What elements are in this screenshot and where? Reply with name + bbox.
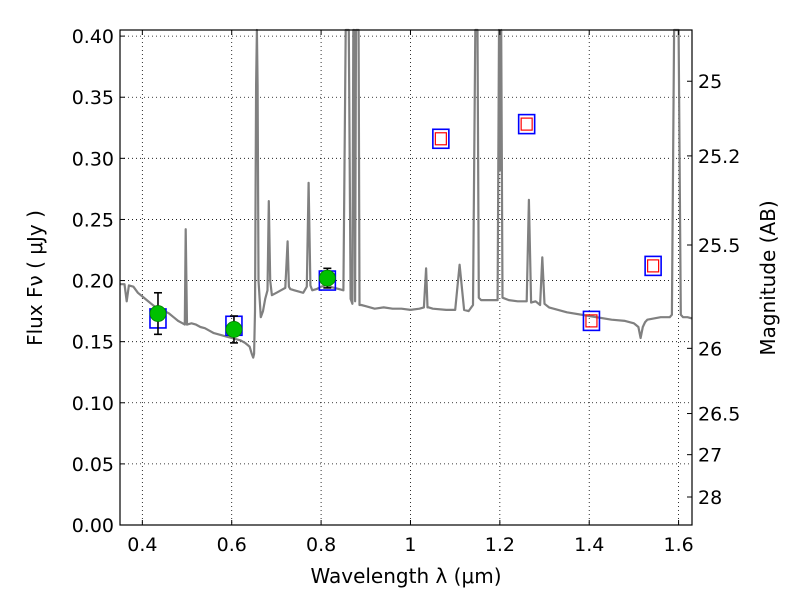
x-tick-label: 0.8 xyxy=(306,534,336,556)
y-tick-label: 0.05 xyxy=(72,454,114,476)
y-tick-label: 0.00 xyxy=(72,515,114,537)
observed-flux-point xyxy=(149,305,167,322)
y-tick-label: 0.20 xyxy=(72,271,114,293)
plot-frame xyxy=(119,29,693,526)
y2-tick-label: 25.2 xyxy=(698,146,740,168)
predicted-flux-marker xyxy=(585,314,598,328)
model-photometry-marker xyxy=(644,255,662,277)
ticks-layer: 0.4 0.6 0.8 1 1.2 1.4 1.6 0.00 0.05 0.10 0.15 0.20 0… xyxy=(72,26,741,556)
y2-tick-label: 26 xyxy=(698,338,722,360)
y-tick-label: 0.35 xyxy=(72,87,114,109)
grid xyxy=(120,30,692,526)
x-tick-label: 0.6 xyxy=(217,534,247,556)
predicted-flux-marker xyxy=(520,117,533,131)
x-tick-label: 1.2 xyxy=(485,534,515,556)
y-tick-label: 0.30 xyxy=(72,148,114,170)
y2-tick-label: 27 xyxy=(698,445,722,467)
x-tick-label: 1 xyxy=(404,534,416,556)
y2-tick-label: 26.5 xyxy=(698,404,740,426)
y-tick-label: 0.15 xyxy=(72,332,114,354)
x-tick-label: 1.4 xyxy=(574,534,604,556)
model-photometry-marker xyxy=(582,310,601,332)
predicted-flux-marker xyxy=(647,259,660,273)
model-photometry-marker xyxy=(432,128,450,150)
observed-flux-point xyxy=(318,269,336,287)
observed-flux-point xyxy=(225,321,243,338)
model-spectrum-line xyxy=(120,28,693,359)
x-tick-label: 0.4 xyxy=(127,534,157,556)
y-tick-label: 0.10 xyxy=(72,393,114,415)
x-tick-label: 1.6 xyxy=(663,534,693,556)
predicted-flux-marker xyxy=(434,132,447,146)
model-photometry-marker xyxy=(517,113,536,135)
spectrum-layer xyxy=(120,28,693,359)
y2-tick-label: 25 xyxy=(698,71,722,93)
y-tick-label: 0.25 xyxy=(72,209,114,231)
y2-tick-label: 28 xyxy=(698,487,722,509)
y-axis-title: Flux Fν ( μJy ) xyxy=(23,210,47,346)
y2-axis-title: Magnitude (AB) xyxy=(756,200,780,355)
y2-tick-label: 25.5 xyxy=(698,235,740,257)
x-axis-title: Wavelength λ (μm) xyxy=(310,564,501,588)
y-tick-label: 0.40 xyxy=(72,26,114,48)
markers-layer xyxy=(149,113,662,344)
